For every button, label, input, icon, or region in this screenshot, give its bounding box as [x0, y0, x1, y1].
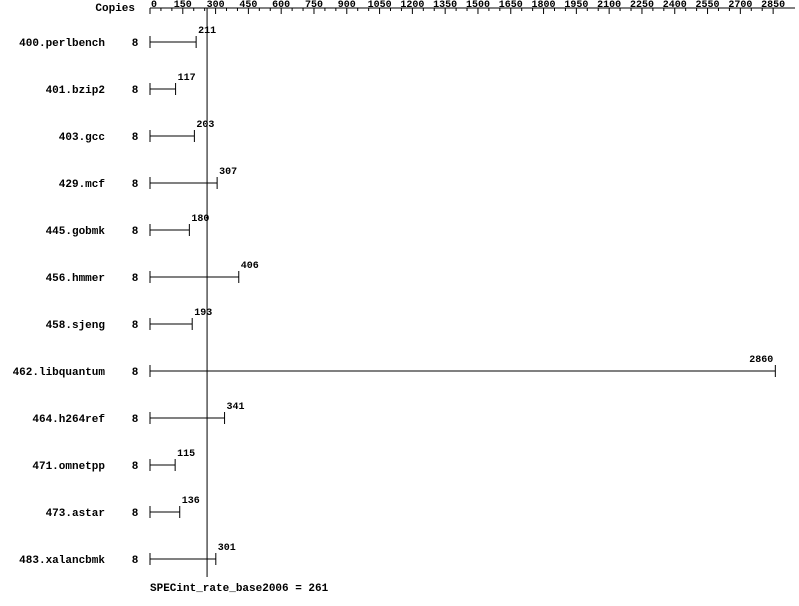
- benchmark-label: 458.sjeng: [46, 320, 105, 332]
- xtick-label: 2700: [728, 0, 752, 11]
- copies-value: 8: [132, 179, 139, 191]
- xtick-label: 2850: [761, 0, 785, 11]
- score-label: 341: [227, 402, 245, 413]
- copies-value: 8: [132, 226, 139, 238]
- copies-value: 8: [132, 555, 139, 567]
- footer-text: SPECint_rate_base2006 = 261: [150, 583, 329, 595]
- score-label: 115: [177, 449, 195, 460]
- spec-chart: 0 150 300 450 600 750 900 1050 1200 1350 1500 1650 1…: [0, 0, 799, 606]
- benchmark-label: 403.gcc: [59, 132, 105, 144]
- copies-value: 8: [132, 132, 139, 144]
- xtick-label: 450: [239, 0, 257, 11]
- benchmark-label: 456.hmmer: [46, 273, 105, 285]
- xtick-label: 1650: [499, 0, 523, 11]
- xtick-label: 1050: [368, 0, 392, 11]
- xtick-label: 1350: [433, 0, 457, 11]
- benchmark-label: 429.mcf: [59, 179, 106, 191]
- benchmark-label: 462.libquantum: [13, 367, 106, 379]
- score-label: 203: [196, 120, 214, 131]
- copies-value: 8: [132, 414, 139, 426]
- benchmark-label: 464.h264ref: [32, 414, 105, 426]
- copies-value: 8: [132, 273, 139, 285]
- xtick-label: 1950: [564, 0, 588, 11]
- benchmark-label: 445.gobmk: [46, 226, 106, 238]
- score-label: 2860: [749, 355, 773, 366]
- xtick-label: 300: [207, 0, 225, 11]
- copies-header: Copies: [95, 3, 135, 15]
- benchmark-label: 471.omnetpp: [32, 461, 105, 473]
- benchmark-label: 473.astar: [46, 508, 105, 520]
- score-label: 117: [178, 73, 196, 84]
- score-label: 180: [191, 214, 209, 225]
- copies-value: 8: [132, 508, 139, 520]
- xtick-label: 0: [151, 0, 157, 11]
- copies-value: 8: [132, 461, 139, 473]
- score-label: 193: [194, 308, 212, 319]
- score-label: 136: [182, 496, 200, 507]
- benchmark-label: 483.xalancbmk: [19, 555, 105, 567]
- score-label: 301: [218, 543, 236, 554]
- copies-value: 8: [132, 85, 139, 97]
- xtick-label: 600: [272, 0, 290, 11]
- xtick-label: 1200: [400, 0, 424, 11]
- xtick-label: 2400: [663, 0, 687, 11]
- copies-value: 8: [132, 320, 139, 332]
- score-label: 211: [198, 26, 216, 37]
- benchmark-label: 401.bzip2: [46, 85, 105, 97]
- chart-svg: 0 150 300 450 600 750 900 1050 1200 1350 1500 1650 1…: [0, 0, 799, 606]
- xtick-label: 1500: [466, 0, 490, 11]
- copies-value: 8: [132, 38, 139, 50]
- xtick-label: 2100: [597, 0, 621, 11]
- score-label: 307: [219, 167, 237, 178]
- xtick-label: 2250: [630, 0, 654, 11]
- benchmark-label: 400.perlbench: [19, 38, 105, 50]
- xtick-label: 900: [338, 0, 356, 11]
- copies-value: 8: [132, 367, 139, 379]
- xtick-label: 750: [305, 0, 323, 11]
- xtick-label: 1800: [532, 0, 556, 11]
- xtick-label: 2550: [696, 0, 720, 11]
- score-label: 406: [241, 261, 259, 272]
- xtick-label: 150: [174, 0, 192, 11]
